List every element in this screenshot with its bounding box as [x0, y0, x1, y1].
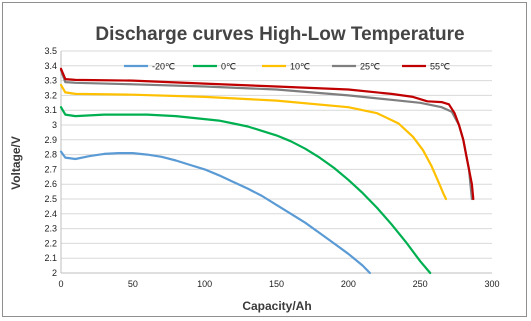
series-line-1	[61, 107, 430, 273]
legend-label[interactable]: -20℃	[152, 62, 175, 72]
y-tick-label: 2.4	[44, 209, 57, 219]
x-tick-label: 200	[341, 279, 356, 289]
y-tick-label: 3.4	[44, 61, 57, 71]
legend-label[interactable]: 0℃	[221, 62, 236, 72]
x-tick-labels: 0 50 100 150 200 250 300	[58, 279, 499, 289]
x-tick-label: 50	[128, 279, 138, 289]
legend-label[interactable]: 10℃	[290, 62, 310, 72]
y-tick-label: 2.9	[44, 135, 57, 145]
y-tick-label: 3.3	[44, 76, 57, 86]
y-tick-label: 2.6	[44, 179, 57, 189]
series-lines	[61, 69, 473, 273]
y-tick-label: 2.3	[44, 224, 57, 234]
legend-label[interactable]: 25℃	[360, 62, 380, 72]
x-tick-label: 300	[484, 279, 499, 289]
y-tick-label: 3	[52, 120, 57, 130]
y-tick-label: 2.5	[44, 194, 57, 204]
y-axis-title: Voltage/V	[9, 136, 23, 190]
y-tick-label: 2.8	[44, 150, 57, 160]
y-tick-label: 2	[52, 268, 57, 278]
x-tick-label: 250	[413, 279, 428, 289]
y-tick-labels: 2 2.1 2.2 2.3 2.4 2.5 2.6 2.7 2.8 2.9 3 3.1 3.2 3.3 3.…	[44, 46, 57, 278]
chart-title: Discharge curves High-Low Temperature	[95, 24, 464, 45]
legend-label[interactable]: 55℃	[430, 62, 450, 72]
x-axis-title: Capacity/Ah	[242, 299, 311, 313]
legend[interactable]: -20℃ 0℃ 10℃ 25℃ 55℃	[124, 62, 450, 72]
y-tick-label: 3.2	[44, 90, 57, 100]
y-tick-label: 3.5	[44, 46, 57, 56]
x-tick-label: 0	[58, 279, 63, 289]
series-line-2	[61, 85, 446, 199]
y-tick-label: 2.1	[44, 253, 57, 263]
y-tick-label: 2.2	[44, 238, 57, 248]
x-tick-label: 150	[269, 279, 284, 289]
x-tick-label: 100	[197, 279, 212, 289]
y-tick-label: 2.7	[44, 164, 57, 174]
y-tick-label: 3.1	[44, 105, 57, 115]
